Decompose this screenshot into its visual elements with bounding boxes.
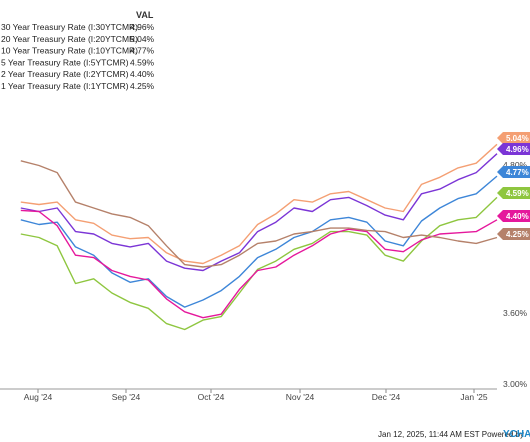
end-tag-0 [497,143,530,155]
end-tag-label-5: 4.25% [506,230,529,239]
series-line-2[interactable] [20,175,498,308]
end-tag-3 [497,187,530,199]
legend-label-2[interactable]: 10 Year Treasury Rate (I:10YTCMR) [1,46,138,56]
end-tag-2 [497,166,530,178]
series-line-5[interactable] [20,160,498,268]
x-tick-label-1: Sep '24 [112,392,141,402]
legend-value-header: VAL [136,10,154,20]
end-tag-label-1: 5.04% [506,134,529,143]
end-tag-label-2: 4.77% [506,168,529,177]
series-lines [20,143,498,331]
legend-label-3[interactable]: 5 Year Treasury Rate (I:5YTCMR) [1,57,129,67]
end-tag-5 [497,228,530,240]
series-line-4[interactable] [20,209,498,319]
ycharts-brand[interactable]: YCHA [503,429,530,440]
x-tick-label-2: Oct '24 [198,392,225,402]
series-line-3[interactable] [20,196,498,331]
legend-label-4[interactable]: 2 Year Treasury Rate (I:2YTCMR) [1,69,129,79]
legend-value-0: 4.96% [130,22,155,32]
y-tick-label-0: 3.00% [503,379,528,389]
end-value-tags: 5.04% 4.96% 4.77% 4.59% 4.40% 4.25% [497,132,530,240]
legend-label-5[interactable]: 1 Year Treasury Rate (I:1YTCMR) [1,81,129,91]
legend-rows: 30 Year Treasury Rate (I:30YTCMR)4.96% 20… [1,22,155,91]
footer: Jan 12, 2025, 11:44 AM EST Powered by YC… [378,429,530,440]
y-tick-label-1: 3.60% [503,308,528,318]
x-tick-label-3: Nov '24 [286,392,315,402]
end-tag-4 [497,210,530,222]
y-tick-label-2: 4.80% [503,160,528,170]
legend-label-0[interactable]: 30 Year Treasury Rate (I:30YTCMR) [1,22,138,32]
legend-value-5: 4.25% [130,81,155,91]
series-line-1[interactable] [20,143,498,265]
end-tag-label-3: 4.59% [506,189,529,198]
series-line-0[interactable] [20,153,498,272]
footer-timestamp: Jan 12, 2025, 11:44 AM EST Powered by [378,430,524,439]
end-tag-1 [497,132,530,144]
legend: VAL 30 Year Treasury Rate (I:30YTCMR)4.9… [1,10,155,91]
legend-value-1: 5.04% [130,34,155,44]
end-tag-label-4: 4.40% [506,212,529,221]
legend-value-3: 4.59% [130,57,155,67]
legend-value-2: 4.77% [130,46,155,56]
end-tag-label-0: 4.96% [506,145,529,154]
x-tick-label-0: Aug '24 [24,392,53,402]
legend-label-1[interactable]: 20 Year Treasury Rate (I:20YTCMR) [1,34,138,44]
x-tick-label-4: Dec '24 [372,392,401,402]
legend-value-4: 4.40% [130,69,155,79]
y-axis: 3.00% 3.60% 4.80% [503,160,528,389]
x-axis: Aug '24 Sep '24 Oct '24 Nov '24 Dec '24 Jan '… [0,388,497,402]
x-tick-label-5: Jan '25 [460,392,487,402]
